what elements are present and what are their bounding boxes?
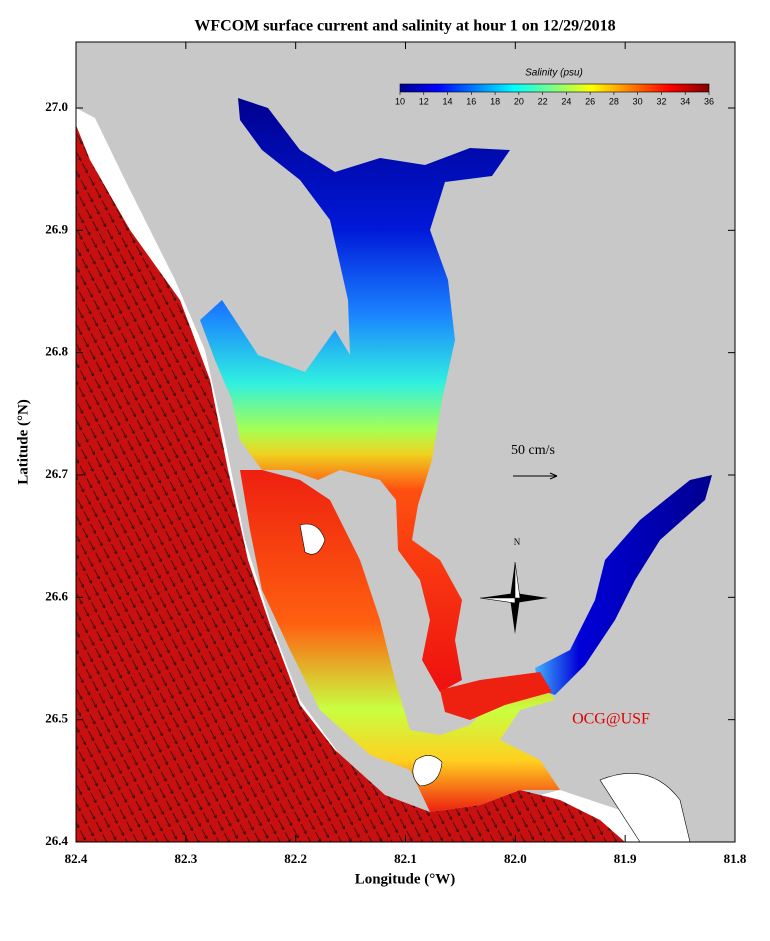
compass-north: N — [514, 537, 521, 547]
x-tick-label: 82.4 — [65, 851, 88, 866]
island — [412, 755, 443, 787]
island — [299, 523, 326, 555]
credit: OCG@USF — [572, 711, 650, 728]
title: WFCOM surface current and salinity at ho… — [194, 18, 615, 35]
x-tick-label: 82.2 — [284, 851, 307, 866]
colorbar-tick-label: 22 — [538, 96, 548, 106]
colorbar-tick-label: 24 — [561, 96, 571, 106]
x-tick-label: 82.0 — [504, 851, 527, 866]
colorbar-tick-label: 36 — [704, 96, 714, 106]
x-tick-label: 82.1 — [394, 851, 417, 866]
shore — [599, 773, 691, 842]
scale-arrow-head — [549, 472, 558, 480]
colorbar-tick-label: 30 — [633, 96, 643, 106]
current-vectors — [76, 125, 625, 842]
x-tick-label: 81.9 — [614, 851, 637, 866]
colorbar-tick-label: 26 — [585, 96, 595, 106]
charlotte-harbor — [200, 98, 510, 692]
colorbar-title: Salinity (psu) — [525, 68, 583, 79]
x-tick-label: 82.3 — [174, 851, 197, 866]
x-tick-label: 81.8 — [724, 851, 747, 866]
colorbar-tick-label: 32 — [656, 96, 666, 106]
colorbar-tick-label: 34 — [680, 96, 690, 106]
y-tick-label: 26.4 — [45, 833, 68, 848]
caloosahatchee-river — [535, 475, 712, 695]
y-tick-label: 26.5 — [45, 711, 68, 726]
map-area — [76, 42, 735, 842]
y-tick-label: 27.0 — [45, 99, 68, 114]
y-tick-label: 26.8 — [45, 344, 68, 359]
river-mouth — [440, 672, 552, 720]
y-axis-label: Latitude (°N) — [15, 399, 31, 485]
colorbar-tick-label: 10 — [395, 96, 405, 106]
colorbar-tick-label: 28 — [609, 96, 619, 106]
compass — [479, 561, 548, 634]
pine-island-sound — [240, 470, 560, 812]
y-tick-label: 26.9 — [45, 221, 68, 236]
colorbar-tick-label: 12 — [419, 96, 429, 106]
colorbar-tick-label: 14 — [443, 96, 453, 106]
y-tick-label: 26.6 — [45, 588, 68, 603]
colorbar — [399, 83, 710, 93]
x-axis-label: Longitude (°W) — [355, 871, 456, 887]
colorbar-tick-label: 18 — [490, 96, 500, 106]
colorbar-tick-label: 16 — [466, 96, 476, 106]
scale-label: 50 cm/s — [511, 443, 555, 458]
colorbar-tick-label: 20 — [514, 96, 524, 106]
y-tick-label: 26.7 — [45, 466, 68, 481]
